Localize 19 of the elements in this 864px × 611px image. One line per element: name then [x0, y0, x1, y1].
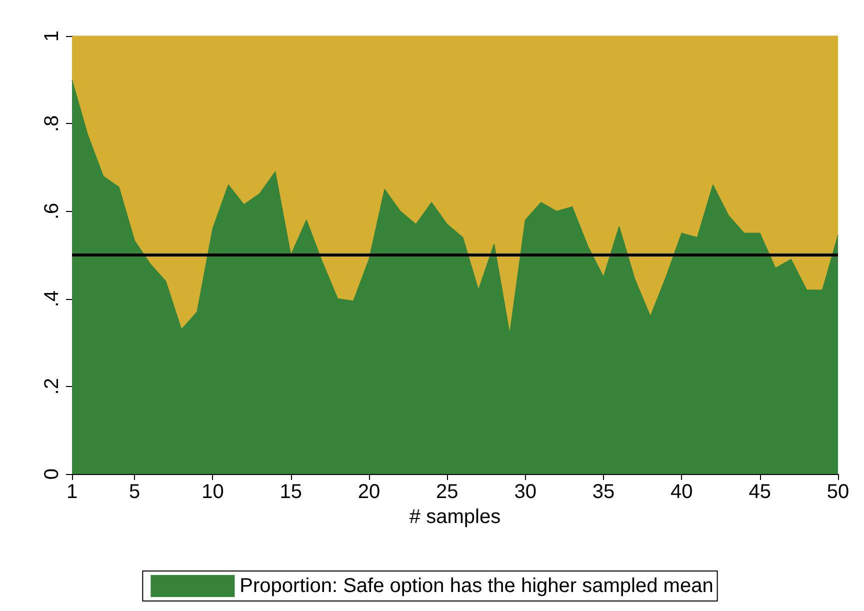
x-tick-label: 30 [514, 481, 536, 503]
y-tick-label: 1 [41, 30, 63, 42]
y-tick-label: .8 [41, 115, 63, 132]
x-tick-label: 10 [202, 481, 224, 503]
x-tick-label: 15 [280, 481, 302, 503]
legend-label: Proportion: Safe option has the higher sampled mean [240, 575, 714, 597]
x-tick-label: 1 [66, 481, 78, 503]
x-tick-label: 20 [358, 481, 380, 503]
y-tick-label: .2 [41, 378, 63, 395]
y-tick-label: .4 [41, 290, 63, 308]
x-axis-title: # samples [409, 506, 501, 528]
x-tick-label: 45 [748, 481, 771, 503]
y-tick-label: .6 [41, 202, 63, 220]
x-tick-label: 40 [670, 481, 693, 503]
x-tick-label: 25 [436, 481, 458, 503]
x-tick-label: 35 [592, 481, 615, 503]
x-tick-label: 5 [128, 481, 140, 503]
x-tick-label: 50 [826, 481, 850, 503]
y-tick-label: 0 [41, 468, 63, 480]
